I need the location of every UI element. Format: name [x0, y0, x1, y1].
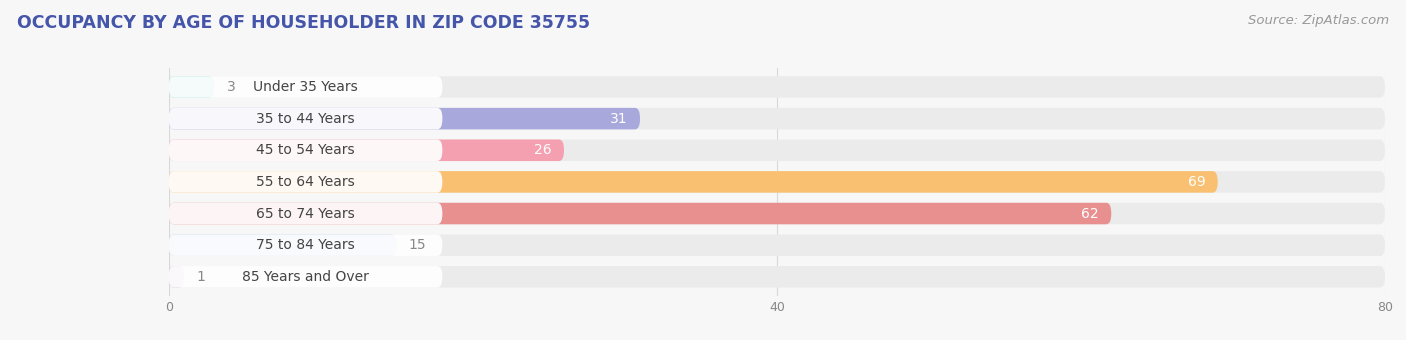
- FancyBboxPatch shape: [169, 203, 1111, 224]
- FancyBboxPatch shape: [169, 203, 443, 224]
- Text: 35 to 44 Years: 35 to 44 Years: [256, 112, 354, 125]
- FancyBboxPatch shape: [169, 266, 443, 288]
- FancyBboxPatch shape: [169, 108, 640, 130]
- Text: 3: 3: [226, 80, 235, 94]
- FancyBboxPatch shape: [169, 171, 1385, 193]
- FancyBboxPatch shape: [169, 266, 184, 288]
- Text: 85 Years and Over: 85 Years and Over: [242, 270, 368, 284]
- Text: 15: 15: [409, 238, 426, 252]
- Text: 65 to 74 Years: 65 to 74 Years: [256, 206, 354, 221]
- Text: 69: 69: [1188, 175, 1205, 189]
- FancyBboxPatch shape: [169, 171, 1218, 193]
- FancyBboxPatch shape: [169, 139, 1385, 161]
- FancyBboxPatch shape: [169, 139, 564, 161]
- Text: Under 35 Years: Under 35 Years: [253, 80, 359, 94]
- Text: 62: 62: [1081, 206, 1099, 221]
- Text: 45 to 54 Years: 45 to 54 Years: [256, 143, 354, 157]
- FancyBboxPatch shape: [169, 108, 443, 130]
- Text: 31: 31: [610, 112, 628, 125]
- FancyBboxPatch shape: [169, 76, 1385, 98]
- Text: Source: ZipAtlas.com: Source: ZipAtlas.com: [1249, 14, 1389, 27]
- FancyBboxPatch shape: [169, 108, 1385, 130]
- Text: 26: 26: [534, 143, 551, 157]
- FancyBboxPatch shape: [169, 171, 443, 193]
- FancyBboxPatch shape: [169, 139, 443, 161]
- Text: OCCUPANCY BY AGE OF HOUSEHOLDER IN ZIP CODE 35755: OCCUPANCY BY AGE OF HOUSEHOLDER IN ZIP C…: [17, 14, 591, 32]
- Text: 55 to 64 Years: 55 to 64 Years: [256, 175, 354, 189]
- FancyBboxPatch shape: [169, 203, 1385, 224]
- FancyBboxPatch shape: [169, 266, 1385, 288]
- FancyBboxPatch shape: [169, 234, 396, 256]
- Text: 75 to 84 Years: 75 to 84 Years: [256, 238, 354, 252]
- FancyBboxPatch shape: [169, 234, 443, 256]
- FancyBboxPatch shape: [169, 76, 443, 98]
- FancyBboxPatch shape: [169, 234, 1385, 256]
- Text: 1: 1: [195, 270, 205, 284]
- FancyBboxPatch shape: [169, 76, 214, 98]
